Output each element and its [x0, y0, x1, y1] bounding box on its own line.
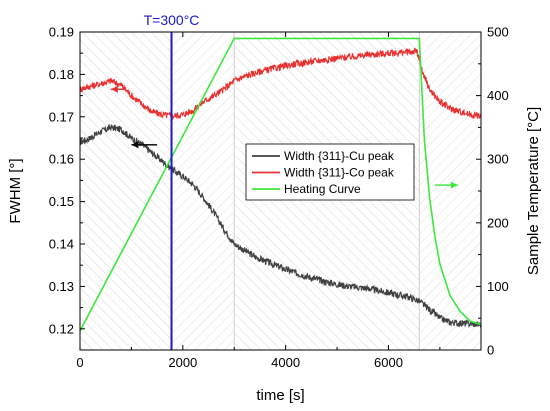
- y-left-tick-label: 0.17: [49, 109, 74, 124]
- series-layer: [80, 37, 481, 332]
- y-left-tick-label: 0.13: [49, 279, 74, 294]
- y-right-tick-label: 200: [487, 215, 509, 230]
- legend-label: Width {311}-Co peak: [284, 166, 395, 180]
- x-axis-title: time [s]: [256, 387, 304, 404]
- y-left-tick-label: 0.16: [49, 152, 74, 167]
- x-tick-label: 0: [76, 355, 83, 370]
- y-left-tick-label: 0.14: [49, 237, 74, 252]
- y-right-tick-label: 400: [487, 88, 509, 103]
- legend: Width {311}-Cu peak Width {311}-Co peak He…: [245, 143, 415, 201]
- arrow-head: [131, 141, 139, 149]
- series-line-2: [80, 47, 481, 121]
- arrow-head: [450, 181, 458, 189]
- annotation-layer: T=300°C: [110, 12, 458, 350]
- hatch-region-1: [80, 32, 172, 350]
- y-right-tick-label: 300: [487, 152, 509, 167]
- y-left-tick-label: 0.18: [49, 67, 74, 82]
- arrow-head: [110, 85, 118, 93]
- y-right-axis-title: Sample Temperature [°C]: [525, 107, 542, 275]
- legend-label: Heating Curve: [284, 182, 361, 196]
- y-left-tick-label: 0.12: [49, 321, 74, 336]
- legend-label: Width {311}-Cu peak: [284, 149, 395, 163]
- axis-arrow-1: [110, 85, 127, 93]
- axis-arrow-3: [434, 181, 458, 189]
- y-left-axis-title: FWHM [°]: [7, 158, 24, 223]
- series-line-1: [80, 123, 481, 329]
- series-line-3: [80, 37, 481, 332]
- y-left-tick-label: 0.19: [49, 25, 74, 40]
- y-right-tick-label: 0: [487, 343, 494, 358]
- y-left-tick-label: 0.15: [49, 194, 74, 209]
- x-tick-label: 4000: [271, 355, 300, 370]
- hatch-region-2: [171, 32, 235, 350]
- axes-layer: 0 2000 4000 60000.120.130.140.150.160.170.1…: [49, 25, 509, 371]
- y-right-tick-label: 500: [487, 25, 509, 40]
- y-right-tick-label: 100: [487, 279, 509, 294]
- temperature-marker-label: T=300°C: [144, 12, 200, 28]
- axis-arrow-2: [131, 141, 158, 149]
- x-tick-label: 6000: [374, 355, 403, 370]
- x-tick-label: 2000: [168, 355, 197, 370]
